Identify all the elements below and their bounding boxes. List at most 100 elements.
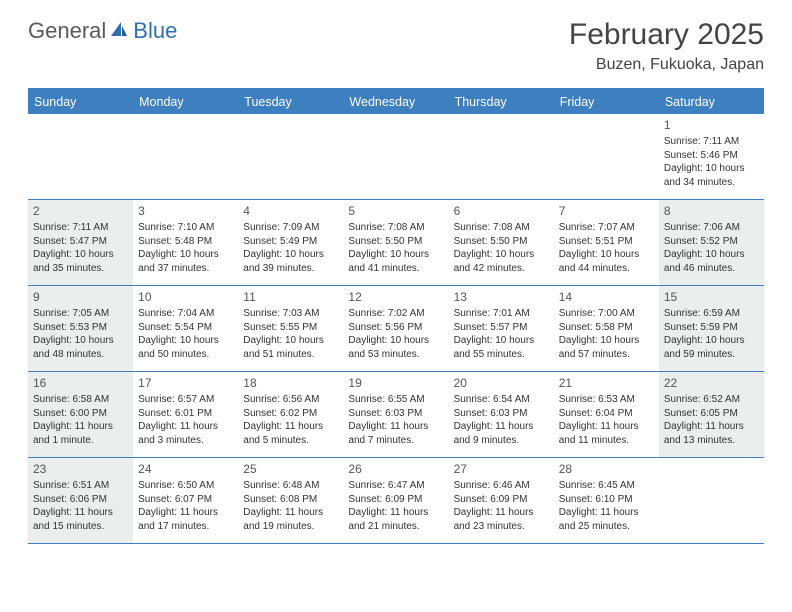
- day-number: 10: [138, 289, 233, 305]
- daylight-text: Daylight: 10 hours and 50 minutes.: [138, 334, 233, 361]
- sunset-text: Sunset: 5:56 PM: [348, 321, 443, 335]
- calendar-cell: 28Sunrise: 6:45 AMSunset: 6:10 PMDayligh…: [554, 458, 659, 543]
- sunrise-text: Sunrise: 6:56 AM: [243, 393, 338, 407]
- sunset-text: Sunset: 6:00 PM: [33, 407, 128, 421]
- calendar-cell: 8Sunrise: 7:06 AMSunset: 5:52 PMDaylight…: [659, 200, 764, 285]
- sunrise-text: Sunrise: 7:08 AM: [454, 221, 549, 235]
- sunset-text: Sunset: 5:49 PM: [243, 235, 338, 249]
- calendar-cell: 10 Sunrise: 7:04 AMSunset: 5:54 PMDayligh…: [133, 286, 238, 371]
- month-title: February 2025: [569, 18, 764, 52]
- calendar-cell: 22Sunrise: 6:52 AMSunset: 6:05 PMDayligh…: [659, 372, 764, 457]
- sunrise-text: Sunrise: 6:46 AM: [454, 479, 549, 493]
- day-number: 28: [559, 461, 654, 477]
- day-header-tuesday: Tuesday: [238, 90, 343, 114]
- calendar-cell: [449, 114, 554, 199]
- logo: General Blue: [28, 18, 177, 44]
- calendar-cell: [554, 114, 659, 199]
- day-number: 25: [243, 461, 338, 477]
- sunset-text: Sunset: 6:08 PM: [243, 493, 338, 507]
- sunrise-text: Sunrise: 7:08 AM: [348, 221, 443, 235]
- sunrise-text: Sunrise: 7:11 AM: [664, 135, 759, 149]
- calendar-cell: 9Sunrise: 7:05 AMSunset: 5:53 PMDaylight…: [28, 286, 133, 371]
- calendar-cell: 24Sunrise: 6:50 AMSunset: 6:07 PMDayligh…: [133, 458, 238, 543]
- day-number: 3: [138, 203, 233, 219]
- sunset-text: Sunset: 6:04 PM: [559, 407, 654, 421]
- daylight-text: Daylight: 10 hours and 37 minutes.: [138, 248, 233, 275]
- day-number: 8: [664, 203, 759, 219]
- calendar-cell: 26Sunrise: 6:47 AMSunset: 6:09 PMDayligh…: [343, 458, 448, 543]
- day-number: 23: [33, 461, 128, 477]
- daylight-text: Daylight: 10 hours and 53 minutes.: [348, 334, 443, 361]
- daylight-text: Daylight: 11 hours and 9 minutes.: [454, 420, 549, 447]
- calendar-cell: 17Sunrise: 6:57 AMSunset: 6:01 PMDayligh…: [133, 372, 238, 457]
- calendar-cell: [28, 114, 133, 199]
- sunset-text: Sunset: 5:54 PM: [138, 321, 233, 335]
- day-number: 13: [454, 289, 549, 305]
- day-number: 1: [664, 117, 759, 133]
- daylight-text: Daylight: 11 hours and 1 minute.: [33, 420, 128, 447]
- sunset-text: Sunset: 6:06 PM: [33, 493, 128, 507]
- day-number: 24: [138, 461, 233, 477]
- calendar-cell: 11Sunrise: 7:03 AMSunset: 5:55 PMDayligh…: [238, 286, 343, 371]
- sunset-text: Sunset: 5:47 PM: [33, 235, 128, 249]
- sunrise-text: Sunrise: 7:04 AM: [138, 307, 233, 321]
- sunrise-text: Sunrise: 6:57 AM: [138, 393, 233, 407]
- sunset-text: Sunset: 6:09 PM: [348, 493, 443, 507]
- sunset-text: Sunset: 5:50 PM: [348, 235, 443, 249]
- sunrise-text: Sunrise: 7:09 AM: [243, 221, 338, 235]
- calendar-cell: 27Sunrise: 6:46 AMSunset: 6:09 PMDayligh…: [449, 458, 554, 543]
- day-number: 2: [33, 203, 128, 219]
- sunset-text: Sunset: 5:57 PM: [454, 321, 549, 335]
- daylight-text: Daylight: 11 hours and 7 minutes.: [348, 420, 443, 447]
- sunrise-text: Sunrise: 7:01 AM: [454, 307, 549, 321]
- day-header-sunday: Sunday: [28, 90, 133, 114]
- sunrise-text: Sunrise: 6:53 AM: [559, 393, 654, 407]
- calendar-cell: [238, 114, 343, 199]
- week-row: 23Sunrise: 6:51 AMSunset: 6:06 PMDayligh…: [28, 458, 764, 544]
- sunset-text: Sunset: 6:01 PM: [138, 407, 233, 421]
- daylight-text: Daylight: 10 hours and 46 minutes.: [664, 248, 759, 275]
- sunrise-text: Sunrise: 6:50 AM: [138, 479, 233, 493]
- day-header-friday: Friday: [554, 90, 659, 114]
- daylight-text: Daylight: 11 hours and 19 minutes.: [243, 506, 338, 533]
- sunset-text: Sunset: 5:50 PM: [454, 235, 549, 249]
- calendar-cell: 7Sunrise: 7:07 AMSunset: 5:51 PMDaylight…: [554, 200, 659, 285]
- calendar-cell: 14Sunrise: 7:00 AMSunset: 5:58 PMDayligh…: [554, 286, 659, 371]
- calendar-cell: 3Sunrise: 7:10 AMSunset: 5:48 PMDaylight…: [133, 200, 238, 285]
- calendar-cell: 18Sunrise: 6:56 AMSunset: 6:02 PMDayligh…: [238, 372, 343, 457]
- calendar-cell: 15Sunrise: 6:59 AMSunset: 5:59 PMDayligh…: [659, 286, 764, 371]
- sunset-text: Sunset: 6:03 PM: [348, 407, 443, 421]
- logo-sail-icon: [109, 20, 129, 43]
- daylight-text: Daylight: 11 hours and 5 minutes.: [243, 420, 338, 447]
- sunrise-text: Sunrise: 6:59 AM: [664, 307, 759, 321]
- day-number: 15: [664, 289, 759, 305]
- calendar-cell: 2Sunrise: 7:11 AMSunset: 5:47 PMDaylight…: [28, 200, 133, 285]
- day-number: 20: [454, 375, 549, 391]
- sunset-text: Sunset: 5:46 PM: [664, 149, 759, 163]
- sunrise-text: Sunrise: 7:10 AM: [138, 221, 233, 235]
- sunrise-text: Sunrise: 7:05 AM: [33, 307, 128, 321]
- daylight-text: Daylight: 10 hours and 34 minutes.: [664, 162, 759, 189]
- day-number: 6: [454, 203, 549, 219]
- calendar-cell: 5Sunrise: 7:08 AMSunset: 5:50 PMDaylight…: [343, 200, 448, 285]
- sunrise-text: Sunrise: 6:47 AM: [348, 479, 443, 493]
- calendar-cell: 16Sunrise: 6:58 AMSunset: 6:00 PMDayligh…: [28, 372, 133, 457]
- header: General Blue February 2025 Buzen, Fukuok…: [0, 0, 792, 82]
- calendar-cell: 25Sunrise: 6:48 AMSunset: 6:08 PMDayligh…: [238, 458, 343, 543]
- sunrise-text: Sunrise: 7:06 AM: [664, 221, 759, 235]
- sunrise-text: Sunrise: 7:03 AM: [243, 307, 338, 321]
- calendar-cell: [343, 114, 448, 199]
- day-number: 4: [243, 203, 338, 219]
- daylight-text: Daylight: 11 hours and 25 minutes.: [559, 506, 654, 533]
- calendar-cell: 21 Sunrise: 6:53 AMSunset: 6:04 PMDayligh…: [554, 372, 659, 457]
- calendar-cell: 20Sunrise: 6:54 AMSunset: 6:03 PMDayligh…: [449, 372, 554, 457]
- sunrise-text: Sunrise: 7:00 AM: [559, 307, 654, 321]
- sunset-text: Sunset: 6:02 PM: [243, 407, 338, 421]
- weeks-container: 1Sunrise: 7:11 AMSunset: 5:46 PMDaylight…: [28, 114, 764, 544]
- sunrise-text: Sunrise: 7:02 AM: [348, 307, 443, 321]
- day-number: 14: [559, 289, 654, 305]
- daylight-text: Daylight: 11 hours and 11 minutes.: [559, 420, 654, 447]
- day-number: 21: [559, 375, 654, 391]
- day-number: 19: [348, 375, 443, 391]
- day-header-thursday: Thursday: [449, 90, 554, 114]
